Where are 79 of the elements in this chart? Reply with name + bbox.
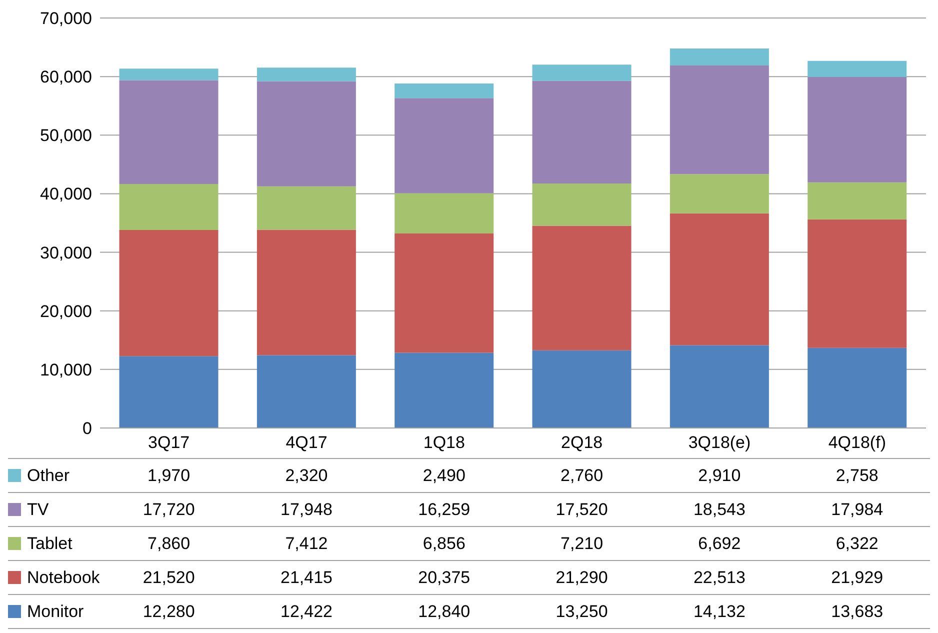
- bar: [808, 182, 907, 220]
- data-label: 13,250: [554, 602, 609, 622]
- y-tick-label: 30,000: [40, 243, 92, 262]
- data-label: 2,760: [560, 466, 604, 486]
- x-tick-label: 3Q17: [148, 433, 190, 452]
- data-label: 21,290: [554, 568, 609, 588]
- data-label: 17,720: [142, 500, 196, 520]
- bar: [256, 81, 356, 186]
- data-label: 2,320: [284, 466, 329, 486]
- x-tick-label: 3Q18(e): [688, 433, 751, 452]
- data-label: 6,322: [834, 534, 880, 554]
- x-tick-label: 1Q18: [423, 433, 465, 452]
- data-label: 2,490: [422, 466, 466, 486]
- bar: [256, 355, 356, 428]
- y-tick-label: 10,000: [40, 360, 92, 380]
- data-label: 13,683: [830, 602, 884, 622]
- data-label: 20,375: [417, 568, 472, 588]
- bar: [119, 184, 218, 230]
- data-label: 7,210: [560, 534, 604, 554]
- bar: [532, 350, 632, 428]
- data-label: 6,692: [697, 534, 742, 554]
- legend-label: Tablet: [27, 534, 72, 554]
- legend-label: TV: [27, 500, 49, 520]
- data-label: 2,910: [697, 466, 742, 486]
- data-label: 21,520: [142, 568, 196, 588]
- data-label: 12,422: [279, 602, 334, 622]
- data-label: 7,860: [146, 534, 192, 554]
- y-tick-label: 50,000: [40, 126, 92, 146]
- data-label: 22,513: [692, 568, 746, 588]
- bar: [670, 48, 769, 66]
- bar: [119, 230, 218, 356]
- bar: [532, 64, 632, 81]
- data-label: 12,280: [142, 602, 196, 622]
- bar: [532, 80, 632, 184]
- bar: [394, 352, 494, 428]
- data-label: 17,984: [830, 500, 884, 520]
- bar: [256, 68, 356, 82]
- legend-label: Notebook: [27, 568, 100, 588]
- bar: [670, 66, 769, 174]
- y-tick-label: 40,000: [40, 184, 92, 204]
- bar: [119, 80, 218, 184]
- data-label: 16,259: [417, 500, 472, 520]
- data-label: 1,970: [146, 466, 192, 486]
- bar: [394, 193, 494, 234]
- bar: [532, 183, 632, 226]
- y-tick-label: 20,000: [40, 302, 92, 321]
- y-tick-label: 60,000: [40, 68, 92, 87]
- x-tick-label: 4Q17: [286, 433, 328, 452]
- legend-label: Monitor: [27, 602, 84, 622]
- bar: [808, 77, 907, 182]
- bar: [670, 174, 769, 214]
- y-tick-label: 70,000: [40, 9, 92, 28]
- data-label: 6,856: [422, 534, 466, 554]
- data-label: 17,948: [279, 500, 334, 520]
- bar: [256, 230, 356, 356]
- data-label: 2,758: [834, 466, 880, 486]
- data-label: 21,929: [830, 568, 884, 588]
- bar: [394, 233, 494, 353]
- data-label: 21,415: [279, 568, 334, 588]
- bar: [394, 83, 494, 98]
- bar: [119, 68, 218, 80]
- bar: [256, 186, 356, 230]
- bar: [808, 348, 907, 428]
- bar: [808, 60, 907, 78]
- x-tick-label: 2Q18: [561, 433, 603, 452]
- x-tick-label: 4Q18(f): [828, 433, 886, 452]
- bar: [532, 226, 632, 350]
- bar: [670, 345, 769, 428]
- y-tick-label: 0: [82, 419, 92, 438]
- data-label: 12,840: [417, 602, 472, 622]
- data-label: 18,543: [692, 500, 746, 520]
- data-label: 17,520: [554, 500, 609, 520]
- bar: [119, 356, 218, 428]
- bar: [670, 213, 769, 346]
- legend-label: Other: [27, 466, 70, 486]
- data-label: 14,132: [692, 602, 746, 622]
- data-label: 7,412: [284, 534, 329, 554]
- bar: [394, 98, 494, 194]
- bar: [808, 219, 907, 348]
